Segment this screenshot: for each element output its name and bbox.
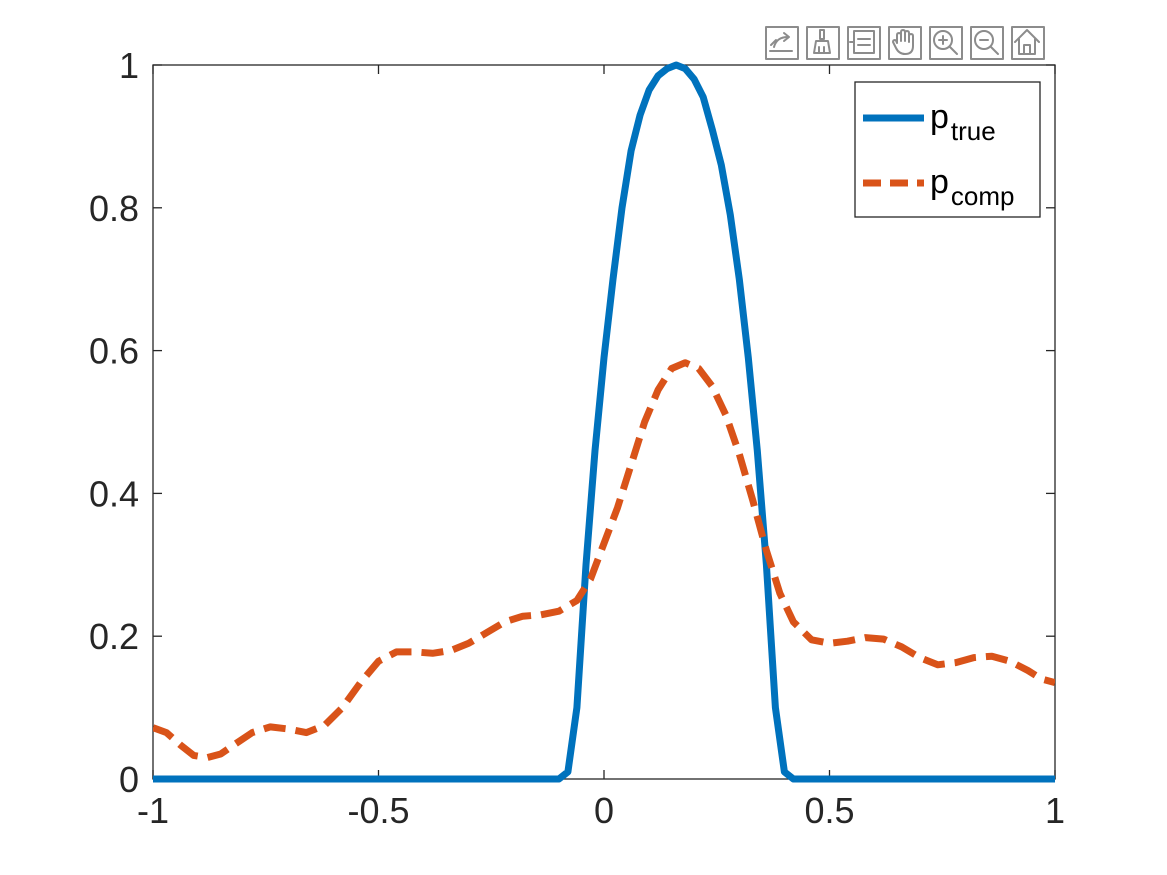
legend[interactable]: ptrue pcomp xyxy=(854,81,1041,218)
plot-area[interactable] xyxy=(153,61,1055,783)
export-icon[interactable] xyxy=(765,26,799,60)
home-icon[interactable] xyxy=(1011,26,1045,60)
x-tick-label: 0 xyxy=(594,790,614,831)
y-tick-label: 0.6 xyxy=(89,331,139,372)
tick-marks xyxy=(152,64,1056,780)
y-tick-label: 0 xyxy=(119,759,139,800)
x-tick-label: 1 xyxy=(1045,790,1065,831)
series-line-p-true[interactable] xyxy=(153,61,1055,783)
x-tick-label: 0.5 xyxy=(804,790,854,831)
legend-label-p-true: ptrue xyxy=(930,98,996,146)
axes-toolbar xyxy=(765,26,1045,60)
series-line-p-comp[interactable] xyxy=(153,359,1055,762)
x-tick-label: -1 xyxy=(137,790,169,831)
legend-box xyxy=(854,81,1041,218)
y-tick-label: 0.8 xyxy=(89,188,139,229)
y-tick-label: 0.2 xyxy=(89,616,139,657)
zoom-out-icon[interactable] xyxy=(970,26,1004,60)
legend-icon[interactable] xyxy=(847,26,881,60)
y-tick-label: 1 xyxy=(119,45,139,86)
y-tick-labels: 0 0.2 0.4 0.6 0.8 1 xyxy=(89,45,139,800)
brush-icon[interactable] xyxy=(806,26,840,60)
x-tick-label: -0.5 xyxy=(347,790,409,831)
x-tick-labels: -1 -0.5 0 0.5 1 xyxy=(137,790,1065,831)
pan-icon[interactable] xyxy=(888,26,922,60)
legend-label-p-comp: pcomp xyxy=(930,163,1015,211)
y-tick-label: 0.4 xyxy=(89,473,139,514)
zoom-in-icon[interactable] xyxy=(929,26,963,60)
